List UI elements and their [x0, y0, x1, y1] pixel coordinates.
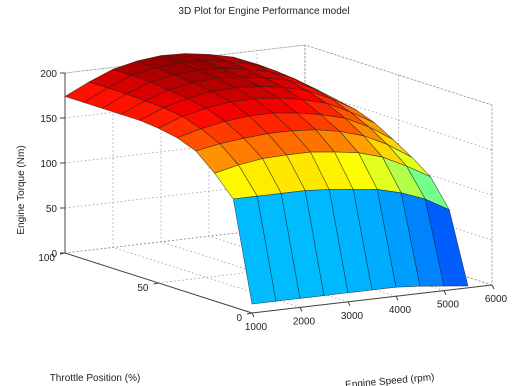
- z-tick-label: 0: [51, 249, 57, 260]
- y-tick-label: 100: [38, 253, 55, 264]
- x-tick-label: 4000: [389, 305, 412, 316]
- grid-line-torque: [64, 134, 493, 196]
- y-tick: [153, 282, 159, 285]
- x-tick: [443, 290, 447, 295]
- y-axis-label: Throttle Position (%): [50, 373, 141, 384]
- z-tick-label: 150: [40, 114, 57, 125]
- x-tick: [299, 307, 303, 312]
- z-axis-label: Engine Torque (Nm): [16, 145, 27, 234]
- x-tick-label: 1000: [245, 322, 268, 333]
- chart-title: 3D Plot for Engine Performance model: [178, 6, 350, 17]
- z-tick-label: 200: [40, 69, 57, 80]
- y-tick-label: 0: [236, 313, 242, 324]
- surface-patch: [424, 198, 469, 287]
- x-axis-label: Engine Speed (rpm): [345, 372, 435, 386]
- x-tick: [395, 295, 399, 301]
- x-tick-label: 5000: [437, 300, 460, 311]
- z-tick-label: 50: [46, 204, 58, 215]
- y-tick: [246, 312, 253, 315]
- x-tick: [251, 312, 255, 318]
- x-tick: [491, 284, 495, 290]
- z-tick-label: 100: [40, 159, 57, 170]
- x-axis-line: [251, 284, 493, 314]
- x-tick-label: 3000: [341, 311, 364, 322]
- x-tick-label: 2000: [293, 316, 316, 327]
- x-tick-label: 6000: [485, 294, 508, 305]
- grid-line-throttle: [158, 75, 399, 284]
- y-tick-label: 50: [137, 283, 149, 294]
- x-tick: [347, 301, 351, 307]
